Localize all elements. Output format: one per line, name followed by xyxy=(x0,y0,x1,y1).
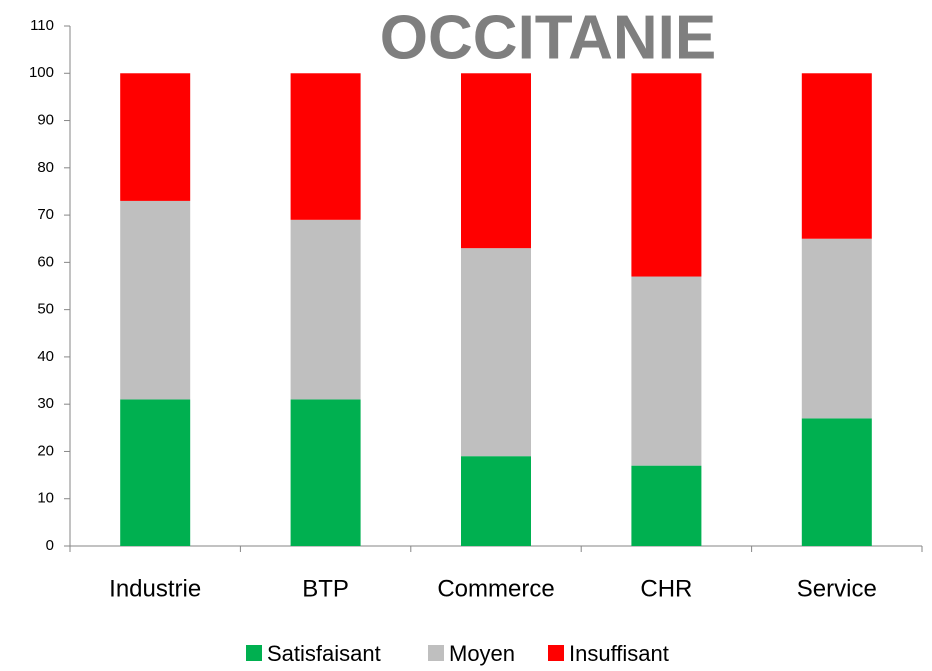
bar-segment xyxy=(290,399,361,546)
bar-segment xyxy=(631,465,702,546)
x-tick-label: BTP xyxy=(302,575,349,602)
bar-segment xyxy=(120,399,191,546)
bar-segment xyxy=(120,73,191,201)
bar-segment xyxy=(461,248,531,457)
legend-label: Satisfaisant xyxy=(267,641,381,666)
legend-swatch xyxy=(246,645,262,661)
x-tick-label: Service xyxy=(797,575,877,602)
bar-segment xyxy=(631,276,702,466)
bar-segment xyxy=(631,73,702,277)
bar-segment xyxy=(801,238,872,419)
x-tick-label: Industrie xyxy=(109,575,201,602)
y-tick-label: 0 xyxy=(46,537,54,554)
y-tick-label: 50 xyxy=(37,301,54,318)
chart-title: OCCITANIE xyxy=(380,3,716,72)
x-tick-label: CHR xyxy=(640,575,692,602)
bar-segment xyxy=(461,456,531,546)
y-tick-label: 80 xyxy=(37,159,54,176)
y-tick-label: 40 xyxy=(37,348,54,365)
bar-segment xyxy=(120,200,191,400)
y-tick-label: 20 xyxy=(37,442,54,459)
bar-segment xyxy=(290,219,361,400)
y-tick-label: 60 xyxy=(37,253,54,270)
x-tick-label: Commerce xyxy=(437,575,554,602)
bar-segment xyxy=(801,73,872,239)
bar-segment xyxy=(801,418,872,546)
legend-swatch xyxy=(428,645,444,661)
y-tick-label: 30 xyxy=(37,395,54,412)
legend-label: Moyen xyxy=(449,641,515,666)
legend-swatch xyxy=(548,645,564,661)
bar-segment xyxy=(461,73,531,249)
legend-label: Insuffisant xyxy=(569,641,669,666)
y-tick-label: 10 xyxy=(37,490,54,507)
y-tick-label: 70 xyxy=(37,206,54,223)
bar-segment xyxy=(290,73,361,220)
y-tick-label: 100 xyxy=(29,64,54,81)
y-tick-label: 110 xyxy=(30,17,54,34)
y-tick-label: 90 xyxy=(37,112,54,129)
